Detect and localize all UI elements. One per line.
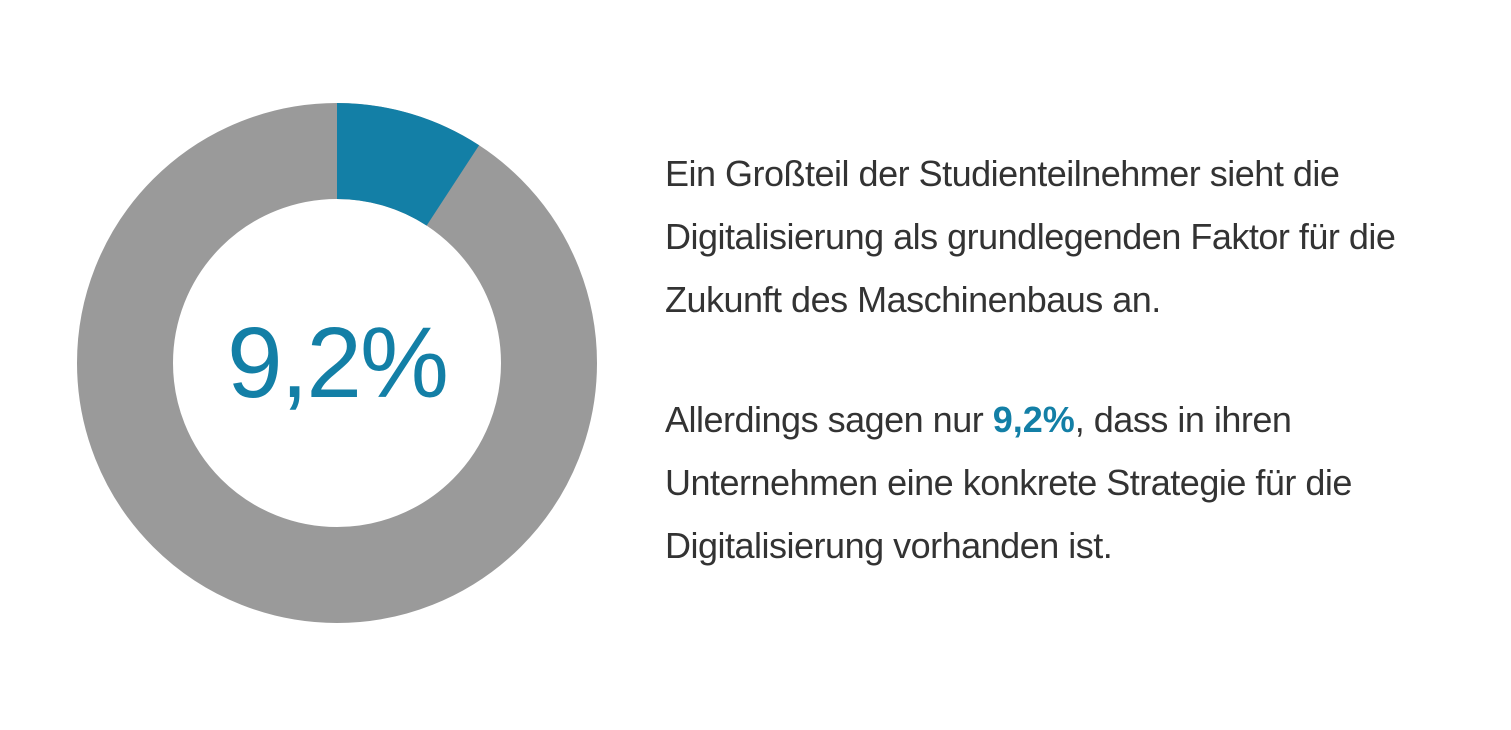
paragraph-overview: Ein Großteil der Studienteilnehmer sieht… — [665, 153, 1396, 320]
donut-svg — [77, 103, 597, 623]
text-panel: Ein Großteil der Studienteilnehmer sieht… — [665, 142, 1460, 577]
donut-segment-highlight — [77, 103, 597, 623]
statistic-text-suffix: , dass in ihren Unternehmen eine konkret… — [665, 399, 1352, 566]
donut-chart: 9,2% — [77, 103, 597, 623]
statistic-value: 9,2% — [992, 399, 1075, 440]
donut-ring-remainder — [77, 103, 597, 623]
paragraph-statistic: Allerdings sagen nur 9,2%, dass in ihren… — [665, 388, 1460, 577]
statistic-text-prefix: Allerdings sagen nur — [665, 399, 993, 440]
